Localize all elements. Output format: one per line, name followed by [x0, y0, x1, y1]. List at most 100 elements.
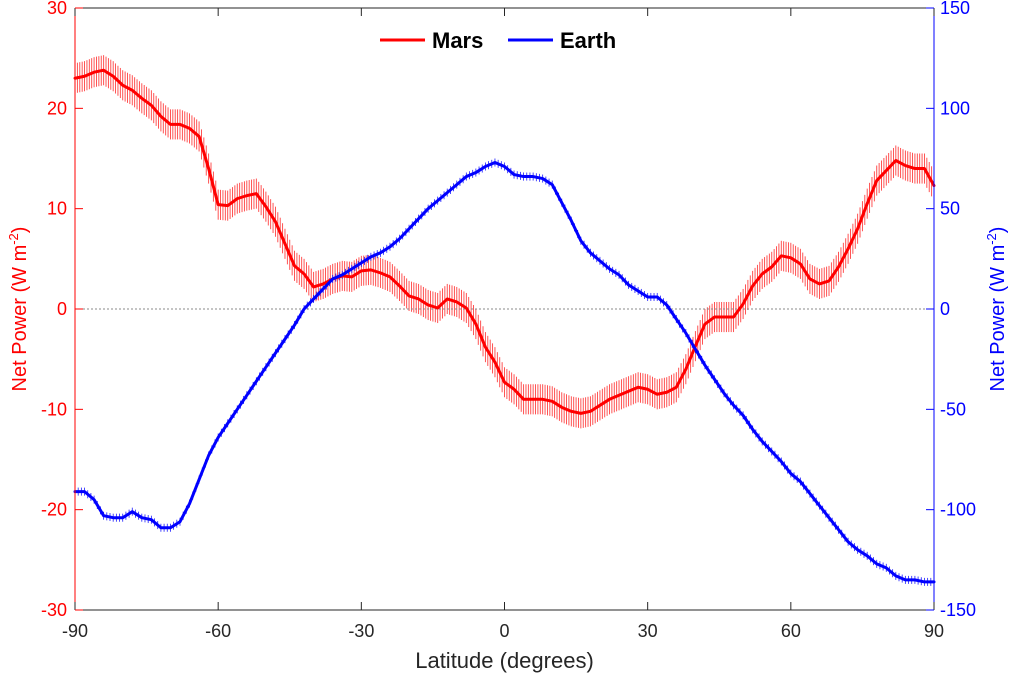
plot-area — [73, 8, 936, 610]
mars-point — [455, 301, 458, 303]
earth-point — [274, 352, 277, 354]
earth-point — [494, 161, 496, 164]
earth-point — [599, 260, 601, 262]
legend-label-earth: Earth — [560, 28, 616, 53]
y-tick-label-right: -100 — [940, 500, 976, 520]
mars-point — [770, 266, 773, 268]
mars-point — [141, 97, 143, 100]
mars-point — [914, 167, 916, 170]
earth-point — [646, 296, 649, 298]
earth-point — [847, 540, 849, 543]
earth-point — [417, 217, 420, 220]
earth-point — [465, 175, 468, 178]
mars-point — [169, 123, 172, 126]
earth-point — [246, 394, 248, 397]
mars-point — [522, 398, 525, 401]
earth-point — [704, 364, 706, 366]
y-tick-label-right: 100 — [940, 98, 970, 118]
earth-point — [761, 440, 763, 443]
mars-point — [293, 265, 296, 267]
earth-point — [436, 199, 439, 202]
mars-point — [255, 192, 258, 195]
mars-point — [389, 276, 391, 278]
x-tick-label: 90 — [924, 621, 944, 641]
mars-point — [856, 227, 859, 230]
mars-point — [408, 295, 410, 297]
mars-point — [188, 127, 191, 130]
earth-point — [866, 555, 868, 557]
earth-point — [102, 514, 105, 517]
earth-point — [360, 262, 363, 264]
earth-point — [532, 175, 534, 178]
earth-point — [828, 516, 830, 519]
x-tick-label: -30 — [348, 621, 374, 641]
earth-point — [742, 414, 744, 417]
y-tick-label-right: -50 — [940, 399, 966, 419]
earth-point — [350, 268, 353, 270]
mars-point — [580, 412, 582, 415]
mars-point — [417, 298, 420, 300]
mars-point — [236, 197, 239, 200]
x-tick-label: 60 — [781, 621, 801, 641]
mars-point — [923, 167, 926, 170]
earth-point — [131, 510, 134, 513]
mars-point — [303, 273, 305, 275]
earth-point — [837, 528, 840, 531]
earth-point — [904, 579, 907, 581]
earth-point — [322, 288, 324, 290]
mars-point — [322, 283, 324, 285]
earth-point — [217, 436, 219, 439]
mars-point — [541, 398, 544, 401]
earth-point — [522, 175, 525, 178]
mars-point — [799, 263, 802, 265]
mars-point — [780, 255, 783, 257]
earth-point — [914, 579, 916, 581]
y-axis-title-left: Net Power (W m-2) — [6, 227, 31, 392]
mars-point — [198, 135, 200, 138]
mars-point — [809, 278, 811, 280]
earth-point — [93, 498, 95, 501]
mars-point — [828, 280, 830, 282]
earth-point — [484, 165, 487, 168]
mars-point — [685, 368, 687, 371]
mars-point — [637, 386, 639, 389]
mars-point — [484, 346, 487, 348]
earth-point — [293, 324, 296, 326]
earth-point — [723, 392, 725, 395]
earth-point — [665, 304, 668, 306]
earth-point — [475, 171, 477, 174]
y-tick-label-right: 0 — [940, 299, 950, 319]
earth-point — [398, 237, 401, 240]
earth-point — [675, 318, 678, 320]
mars-point — [599, 404, 601, 407]
mars-point — [217, 203, 219, 206]
mars-point — [312, 286, 315, 288]
mars-point — [284, 242, 286, 245]
mars-point — [618, 394, 620, 397]
x-tick-label: 30 — [638, 621, 658, 641]
y-axis-title-right-main: Net Power (W m — [987, 245, 1009, 392]
earth-point — [608, 268, 611, 270]
earth-point — [427, 207, 429, 210]
earth-point — [856, 549, 859, 551]
y-tick-label-right: -150 — [940, 600, 976, 620]
earth-point — [160, 526, 162, 529]
y-axis-title-right-text: Net Power (W m-2) — [984, 227, 1009, 392]
legend: Mars Earth — [370, 22, 638, 58]
earth-point — [809, 492, 811, 495]
mars-point — [370, 269, 372, 271]
y-axis-title-right-sup: -2 — [984, 233, 999, 245]
mars-point — [207, 167, 210, 170]
mars-point — [761, 273, 763, 275]
mars-point — [494, 361, 496, 363]
earth-point — [713, 378, 716, 381]
y-tick-label-left: 10 — [47, 199, 67, 219]
mars-point — [274, 220, 277, 223]
legend-label-mars: Mars — [432, 28, 483, 53]
mars-point — [102, 69, 105, 72]
x-tick-label: -60 — [205, 621, 231, 641]
earth-point — [150, 518, 153, 521]
earth-point — [207, 454, 210, 457]
y-axis-title-right: Net Power (W m-2) — [984, 227, 1009, 392]
